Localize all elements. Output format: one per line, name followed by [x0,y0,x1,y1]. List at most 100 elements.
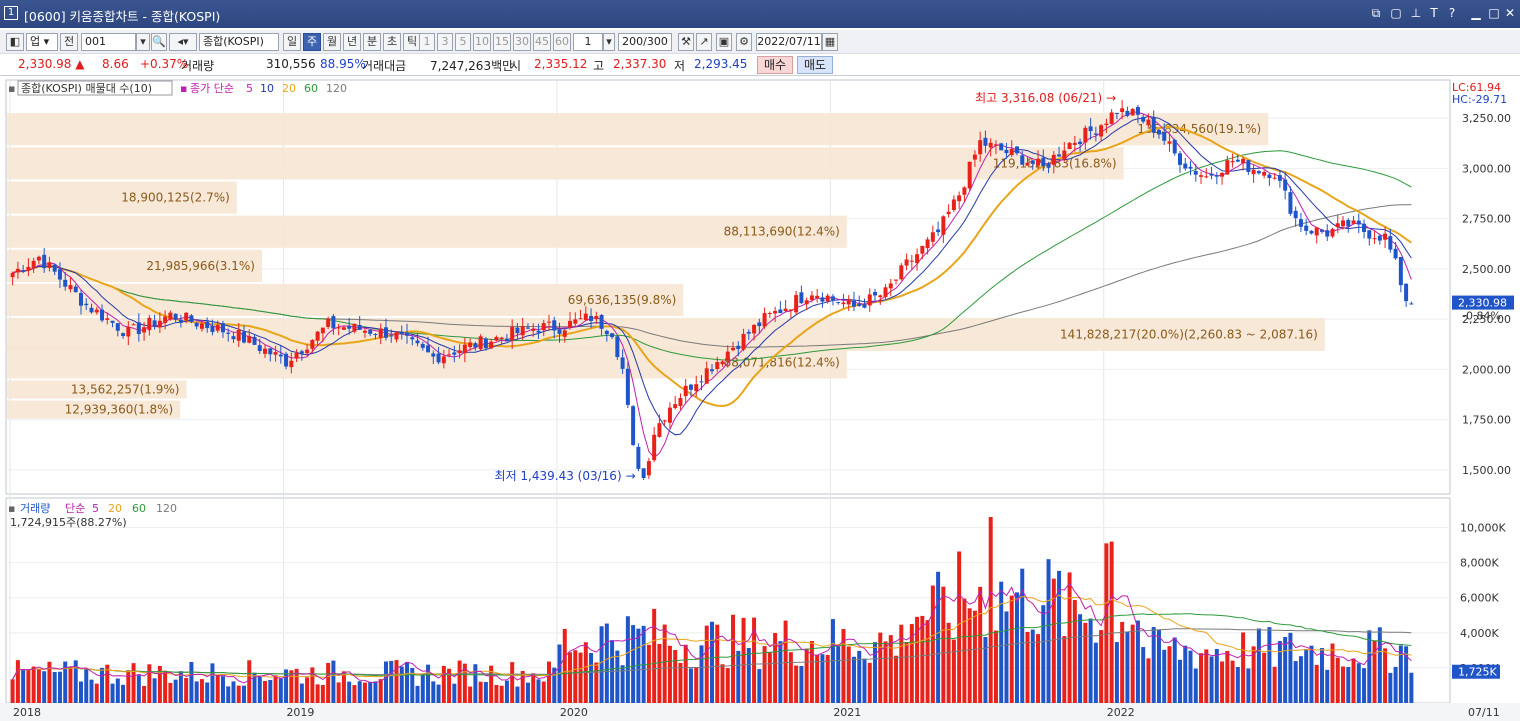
candle-body [57,269,62,280]
candle-body [21,270,26,272]
volume-bar [199,679,204,703]
lc-label: LC:61.94 [1452,81,1501,94]
volume-bar [431,681,436,703]
tools-icon[interactable]: ⚒ [678,33,694,51]
candle-body [773,310,778,314]
candle-body [915,254,920,264]
count-field[interactable]: 200/300 [618,33,672,51]
volume-bar [105,664,110,703]
code-dropdown-icon[interactable]: ▾ [136,33,150,51]
market-select[interactable]: 업 ▾ [26,33,58,51]
volume-bar [47,661,52,703]
volume-bar [26,670,31,703]
candle-body [173,313,178,320]
candle-body [468,342,473,347]
settings-icon[interactable]: ⚙ [736,33,752,51]
candle-body [930,232,935,242]
buy-button[interactable]: 매수 [757,56,793,74]
candle-body [347,325,352,329]
candle-body [972,154,977,160]
volume-bar [1093,642,1098,703]
volume-bar [1346,666,1351,703]
minute-button[interactable]: 5 [455,33,471,51]
candle-body [536,330,541,333]
code-input[interactable]: 001 [81,33,136,51]
save-icon[interactable]: ▣ [716,33,732,51]
minute-button[interactable]: 45 [533,33,551,51]
volume-bar [89,679,94,703]
volume-bar [189,662,194,703]
volume-bar [452,683,457,703]
volume-profile-label: 12,939,360(1.8%) [65,403,174,417]
search-icon[interactable]: 🔍 [151,33,167,51]
minute-button[interactable]: 60 [553,33,571,51]
ma-legend-bullet-icon: ▪ [180,82,187,95]
candle-body [1141,116,1146,122]
current-price: 2,330.98 ▲ [18,57,85,71]
help-icon[interactable]: ? [1448,6,1456,20]
interval-field[interactable]: 1 [573,33,603,51]
candle-body [194,322,199,327]
minute-button[interactable]: 15 [493,33,511,51]
candle-body [305,349,310,354]
calendar-icon[interactable]: ▦ [822,33,838,51]
volume-bar [1088,618,1093,703]
period-tab[interactable]: 년 [343,33,361,51]
period-tab[interactable]: 주 [303,33,321,51]
candle-body [399,332,404,335]
volume-bar [231,681,236,703]
draw-icon[interactable]: ↗ [696,33,712,51]
candle-body [825,295,830,302]
volume-bar [652,608,657,703]
minute-button[interactable]: 30 [513,33,531,51]
volume-bar [163,670,168,703]
price-axis-label: 2,750.00 [1462,213,1511,226]
price-axis-label: 3,000.00 [1462,162,1511,175]
price-legend-box[interactable] [17,80,173,96]
volume-bar [1288,632,1293,703]
minute-button[interactable]: 10 [473,33,491,51]
window-number: 1 [4,6,18,20]
volume-bar [736,650,741,703]
candle-body [857,303,862,306]
period-tab[interactable]: 월 [323,33,341,51]
volume-axis-label: 4,000K [1460,627,1499,640]
volume-bar [1251,646,1256,703]
period-tab[interactable]: 일 [283,33,301,51]
date-field[interactable]: 2022/07/11 [756,33,822,51]
minute-button[interactable]: 1 [419,33,435,51]
candle-body [362,330,367,333]
candle-body [546,321,551,323]
restore-icon[interactable]: ▢ [1390,6,1402,20]
pin-icon[interactable]: ⊥ [1410,6,1422,20]
volume-bar [731,614,736,703]
candle-body [31,260,36,268]
interval-dropdown-icon[interactable]: ▾ [603,33,615,51]
sound-icon[interactable]: ◂▾ [169,33,197,51]
candle-body [851,300,856,307]
maximize-icon[interactable]: □ [1488,6,1500,20]
candle-body [394,332,399,340]
candle-body [289,360,294,368]
volume-bar [604,623,609,703]
volume-bar [1293,661,1298,703]
all-button[interactable]: 전 [60,33,78,51]
volume-bar [394,660,399,703]
chart-area[interactable]: 13,562,257(1.9%) 12,939,360(1.8%) 88,071,8… [0,78,1520,721]
minimize-icon[interactable]: ▁ [1471,6,1481,20]
candle-body [841,302,846,305]
period-tab[interactable]: 초 [383,33,401,51]
sell-button[interactable]: 매도 [797,56,833,74]
x-axis-date-label: 07/11 [1468,706,1500,719]
minute-button[interactable]: 3 [437,33,453,51]
link-icon[interactable]: ⧉ [1371,6,1381,20]
layout-icon[interactable]: ◧ [6,33,24,51]
period-tab[interactable]: 분 [363,33,381,51]
font-icon[interactable]: T [1430,6,1438,20]
close-icon[interactable]: ✕ [1504,6,1516,20]
volume-bar [504,680,509,703]
low-annotation: 최저 1,439.43 (03/16) [495,469,622,483]
candle-body [142,327,147,333]
